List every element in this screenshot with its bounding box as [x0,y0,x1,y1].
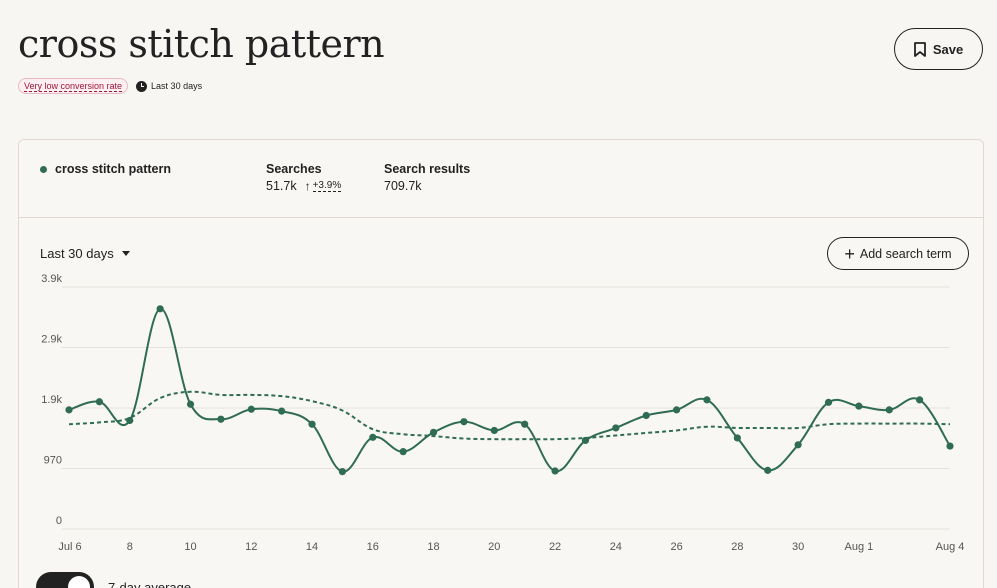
x-tick-label: 18 [427,541,439,553]
bookmark-icon [913,41,926,57]
x-tick-label: Aug 1 [844,541,873,553]
data-point [916,396,924,404]
x-tick-label: 8 [127,541,133,553]
x-tick-label: 28 [731,541,743,553]
range-dropdown[interactable]: Last 30 days [40,246,130,261]
results-stat: Search results 709.7k [384,162,470,193]
range-label: Last 30 days [40,246,114,261]
x-tick-label: 14 [306,541,318,553]
data-point [612,424,620,432]
searches-trend-value: +3.9% [312,180,342,192]
y-tick-label: 0 [56,515,62,527]
x-tick-label: 30 [792,541,804,553]
data-point [217,415,225,423]
data-point [308,420,316,428]
average-legend-label: 7-day average [108,579,192,588]
data-point [521,420,529,428]
page-title: cross stitch pattern [18,22,385,66]
card-header: cross stitch pattern Searches 51.7k ↑ +3… [19,140,983,218]
chart-legend: 7-day average [36,572,191,588]
x-tick-label: 12 [245,541,257,553]
data-point [247,405,255,413]
data-point [429,428,438,436]
period-label: Last 30 days [151,81,203,91]
x-tick-label: Aug 4 [936,541,965,553]
data-point [551,467,559,475]
y-tick-label: 3.9k [41,273,62,285]
data-point [65,406,73,414]
results-value: 709.7k [384,179,422,193]
add-search-term-button[interactable]: + Add search term [827,237,969,270]
save-label: Save [932,41,964,57]
data-point [156,305,164,313]
searches-trend[interactable]: ↑ +3.9% [305,179,342,193]
data-point [794,441,802,449]
data-point [946,442,954,450]
data-point [642,411,650,420]
x-tick-label: 24 [610,541,622,553]
clock-icon [136,80,148,92]
term-name: cross stitch pattern [55,162,172,176]
data-point [672,406,681,414]
data-point [338,468,347,476]
searches-label: Searches [266,162,322,176]
x-tick-label: 22 [549,541,561,553]
data-point [278,407,286,415]
x-tick-label: 16 [367,541,379,553]
x-tick-label: Jul 6 [58,541,81,553]
save-button[interactable]: Save [894,28,983,70]
conversion-badge[interactable]: Very low conversion rate [18,78,129,94]
data-point [764,466,772,474]
data-point [186,400,195,408]
y-tick-label: 970 [44,455,62,467]
y-tick-label: 2.9k [41,334,62,346]
data-point [733,434,741,442]
series-line [68,307,951,473]
data-point [885,406,893,414]
plus-icon: + [844,243,855,264]
y-tick-label: 1.9k [41,394,62,406]
meta-row: Very low conversion rate Last 30 days [18,78,202,94]
data-point [824,398,833,406]
data-point [855,402,863,410]
searches-stat: Searches 51.7k ↑ +3.9% [266,162,342,193]
searches-value: 51.7k [266,179,297,193]
data-point [490,426,498,435]
data-point [460,418,468,426]
data-point [703,396,711,404]
results-label: Search results [384,162,471,176]
average-line [68,390,951,441]
caret-down-icon [121,251,130,256]
data-point [369,433,377,441]
add-term-label: Add search term [859,246,952,261]
term-legend: cross stitch pattern [40,162,171,176]
data-point [399,448,407,456]
x-tick-label: 10 [184,541,196,553]
x-tick-label: 26 [670,541,682,553]
x-tick-label: 20 [488,541,500,553]
average-toggle[interactable] [36,572,94,588]
arrow-up-icon: ↑ [304,179,311,193]
series-dot-icon [40,165,47,173]
data-point [95,398,103,406]
period-indicator: Last 30 days [136,80,203,92]
